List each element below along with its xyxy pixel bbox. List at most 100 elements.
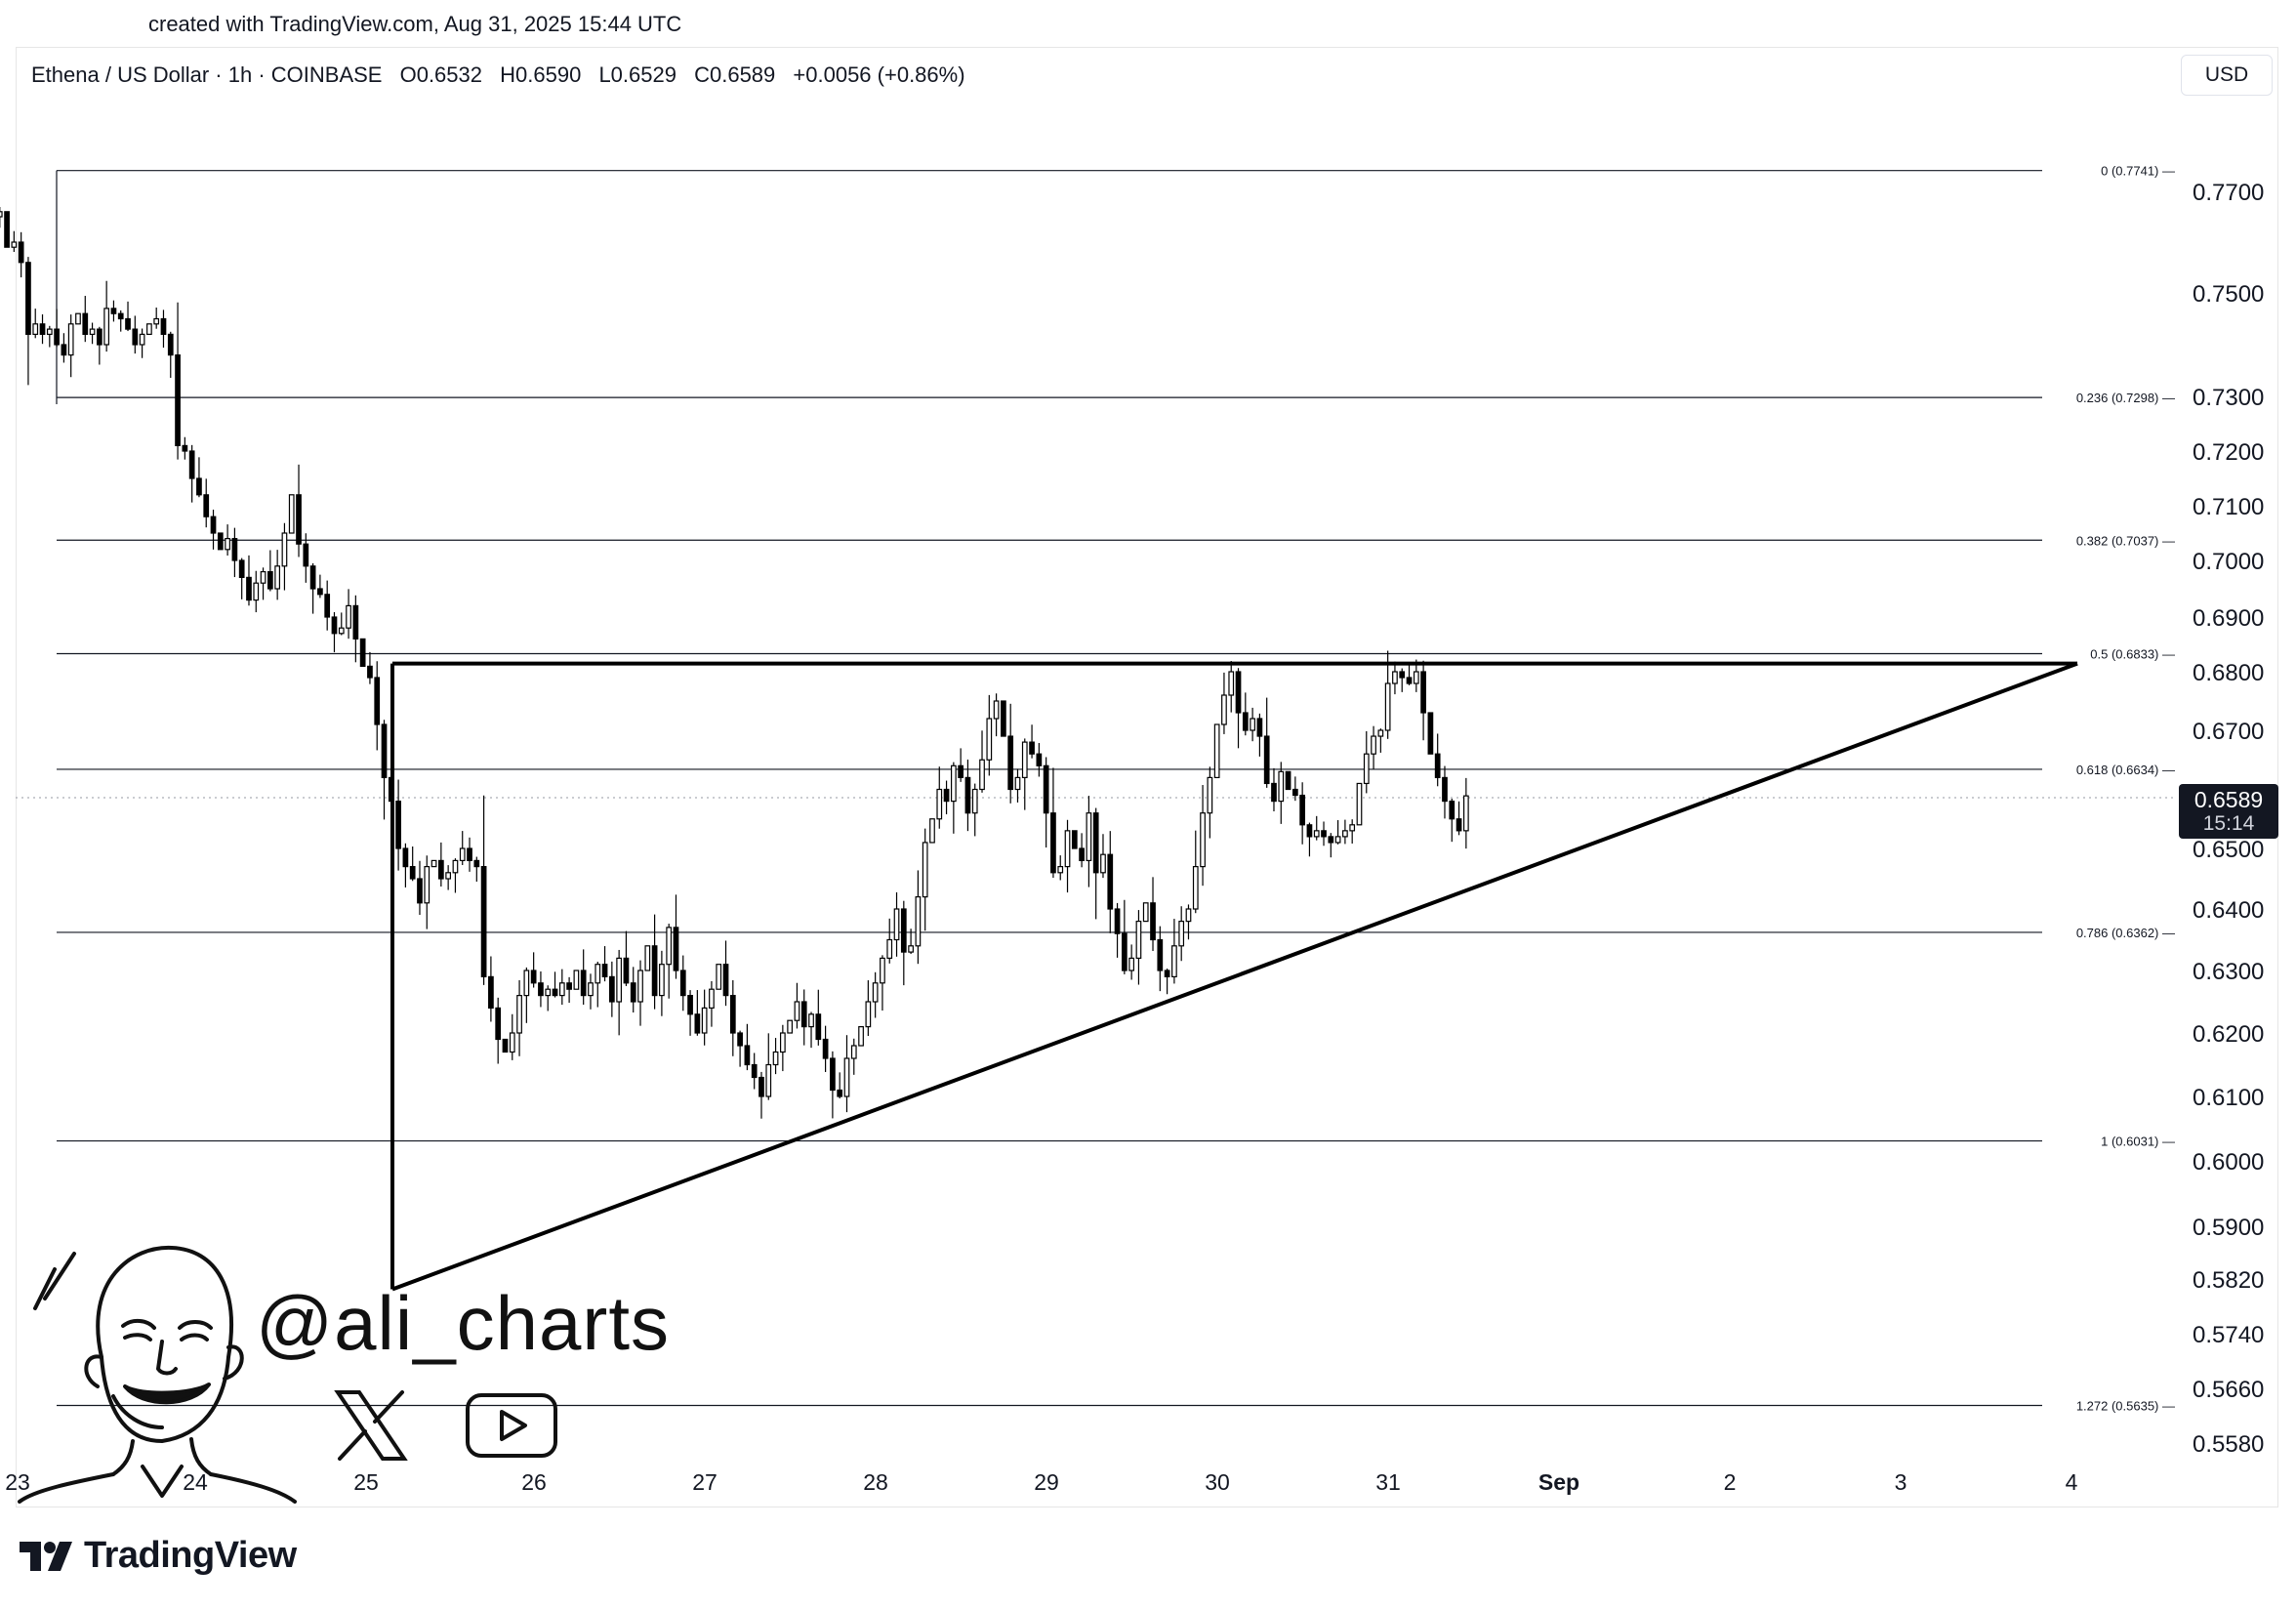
candle: [473, 856, 480, 882]
price-tick-label: 0.6900: [2193, 605, 2264, 632]
candle-body: [346, 604, 351, 629]
candle-body: [424, 865, 430, 904]
candle-body: [1185, 908, 1192, 923]
time-tick-label: Sep: [1538, 1469, 1579, 1495]
candle: [488, 956, 494, 1022]
candle: [1213, 723, 1220, 779]
candle-body: [666, 927, 673, 966]
candle: [1334, 820, 1341, 845]
candle-body: [317, 588, 323, 596]
candle: [260, 567, 266, 600]
candle-body: [1413, 671, 1419, 684]
candle-body: [182, 444, 188, 452]
support-trendline: [391, 661, 2078, 1292]
fibonacci-retracement[interactable]: 0 (0.7741) — 0.236 (0.7298) — 0.382 (0.703…: [56, 164, 2175, 1414]
fib-label: 0 (0.7741) —: [2101, 164, 2175, 179]
fib-label: 0.5 (0.6833) —: [2090, 647, 2175, 662]
candle-body: [246, 576, 252, 601]
candle: [96, 326, 102, 365]
candle-body: [772, 1051, 779, 1066]
candle-body: [993, 700, 1000, 720]
symbol-info: Ethena / US Dollar · 1h · COINBASE: [31, 62, 383, 87]
candle: [679, 955, 686, 1011]
candle: [188, 444, 195, 503]
price-tick-label: 0.6400: [2193, 897, 2264, 924]
candle-body: [324, 594, 331, 618]
candle-body: [830, 1057, 836, 1092]
price-tick-label: 0.7300: [2193, 385, 2264, 411]
candle: [203, 478, 210, 528]
candle: [1321, 821, 1327, 846]
currency-button[interactable]: USD: [2181, 55, 2273, 96]
candle-body: [1299, 794, 1306, 826]
candle: [0, 206, 3, 228]
candle: [986, 694, 993, 776]
candle: [132, 315, 139, 354]
candle: [182, 436, 188, 460]
candle: [523, 967, 530, 1023]
candle-body: [445, 872, 452, 880]
candle: [516, 979, 522, 1056]
candle-body: [1121, 932, 1128, 971]
candle-body: [1200, 812, 1206, 868]
candle-body: [160, 317, 167, 335]
candle-body: [1271, 782, 1277, 803]
candle-body: [4, 211, 10, 248]
candle: [880, 955, 885, 1011]
candle-body: [1192, 865, 1199, 910]
candle: [75, 312, 81, 325]
time-tick-label: 3: [1895, 1469, 1907, 1495]
youtube-play-icon: [466, 1393, 557, 1458]
candle: [495, 997, 502, 1064]
time-tick-label: 28: [863, 1469, 888, 1495]
candle-body: [601, 964, 608, 978]
candle-body: [309, 565, 316, 590]
candle-body: [132, 328, 139, 346]
symbol-legend[interactable]: Ethena / US Dollar · 1h · COINBASE O0.65…: [31, 62, 977, 88]
candle: [580, 949, 587, 1006]
candle-body: [430, 859, 437, 868]
candle-body: [75, 312, 81, 325]
candle: [1057, 855, 1064, 881]
candle-body: [530, 970, 537, 984]
candle-body: [858, 1025, 864, 1047]
close-value: C0.6589: [694, 62, 776, 87]
candle: [1363, 730, 1370, 794]
candle-body: [1434, 753, 1441, 779]
time-tick-label: 25: [353, 1469, 379, 1495]
candle: [424, 855, 430, 929]
candle: [146, 323, 152, 335]
ascending-triangle-drawing[interactable]: [390, 661, 2078, 1292]
candle-body: [210, 516, 217, 534]
price-tick-label: 0.5900: [2193, 1215, 2264, 1241]
candle-body: [1292, 788, 1298, 797]
candle: [950, 762, 957, 834]
candle: [601, 946, 608, 982]
time-tick-label: 26: [521, 1469, 547, 1495]
candle-body: [46, 328, 53, 336]
candle-body: [231, 537, 238, 561]
tradingview-logo[interactable]: TradingView: [18, 1535, 297, 1577]
candle-body: [1128, 957, 1135, 971]
candle-body: [837, 1089, 843, 1097]
candle: [744, 1023, 751, 1071]
candle-body: [1349, 824, 1356, 832]
candle-body: [82, 312, 89, 336]
candle-body: [495, 1007, 502, 1041]
candle-body: [1071, 830, 1078, 849]
candle: [1200, 785, 1206, 887]
candle-body: [381, 723, 388, 779]
candle-body: [359, 638, 366, 668]
candle-body: [266, 570, 273, 590]
time-axis[interactable]: 23 24 25 26 27 28 29 30 31 Sep 2 3 4: [5, 1469, 2077, 1495]
fib-label: 0.382 (0.7037) —: [2076, 533, 2175, 548]
candle-body: [1334, 836, 1341, 844]
candle-body: [1456, 818, 1462, 832]
candle: [25, 257, 31, 386]
price-axis[interactable]: 0.7700 0.7500 0.7300 0.7200 0.7100 0.7000 0.69…: [2193, 180, 2264, 1458]
candle-body: [1086, 812, 1092, 862]
candle: [865, 980, 872, 1037]
fib-label: 0.786 (0.6362) —: [2076, 926, 2175, 940]
candle-body: [637, 970, 643, 1003]
